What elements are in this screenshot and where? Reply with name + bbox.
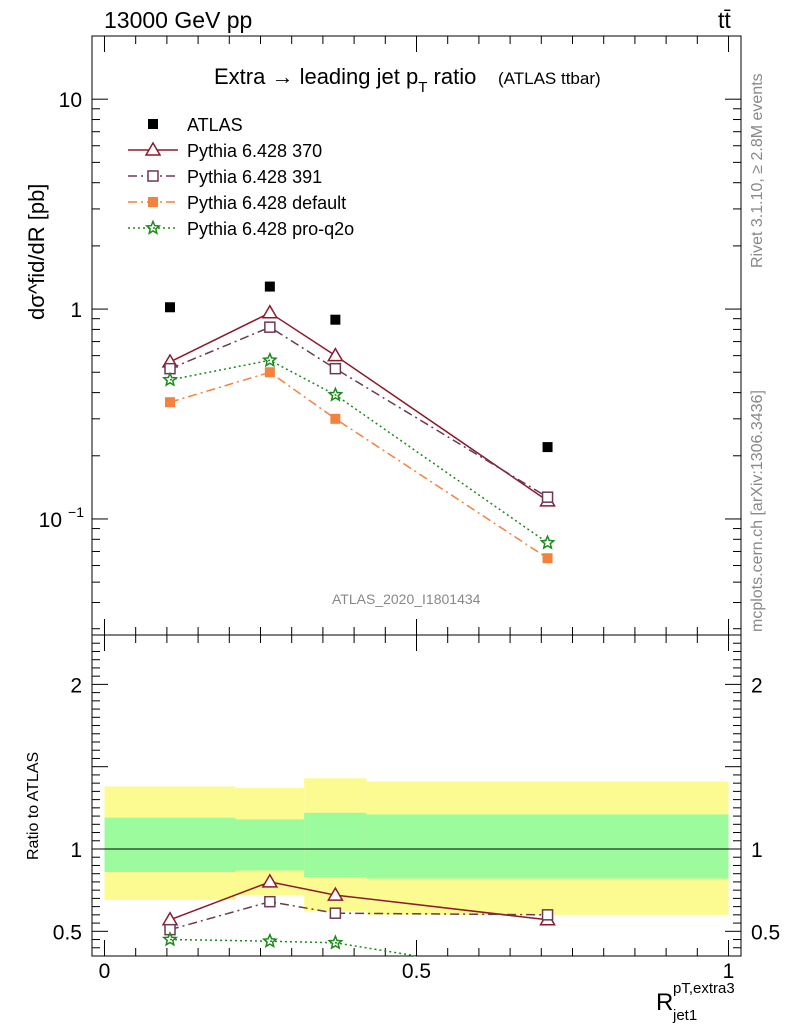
uncertainty-band-green xyxy=(304,812,367,877)
ratio-point-pythia-6-428-391 xyxy=(329,907,342,919)
series-line-pythia-6-428-pro-q2o xyxy=(169,359,548,544)
uncertainty-band-green xyxy=(104,817,236,873)
data-point-pythia-6-428-pro-q2o xyxy=(161,371,179,387)
series-line-pythia-6-428-default xyxy=(169,371,548,559)
svg-text:pT,extra3: pT,extra3 xyxy=(673,980,735,997)
x-axis-label: R jet1 pT,extra3 xyxy=(656,980,735,1024)
data-point-pythia-6-428-pro-q2o xyxy=(261,351,278,368)
data-point-atlas xyxy=(330,314,341,325)
x-tick-label: 0 xyxy=(99,960,111,983)
ratio-y-tick-label: 0.5 xyxy=(751,921,780,944)
legend-label-atlas: ATLAS xyxy=(187,115,243,135)
legend-marker-pythia-6-428-pro-q2o xyxy=(144,219,162,235)
series-line-pythia-6-428-391 xyxy=(169,326,548,498)
legend-marker-pythia-6-428-370 xyxy=(144,141,162,156)
analysis-label: ATLAS_2020_I1801434 xyxy=(332,591,481,607)
data-point-pythia-6-428-370 xyxy=(261,304,279,319)
header-right-label: tt̄ xyxy=(718,7,731,33)
data-point-pythia-6-428-default xyxy=(542,553,553,564)
ratio-line-pythia-6-428-pro-q2o xyxy=(169,938,417,957)
data-point-atlas xyxy=(542,442,553,453)
series-line-pythia-6-428-370 xyxy=(169,311,548,502)
data-point-pythia-6-428-391 xyxy=(329,362,342,375)
data-point-pythia-6-428-default xyxy=(165,397,176,408)
legend-label-pythia-6-428-391: Pythia 6.428 391 xyxy=(187,167,322,187)
main-y-tick-exponent: −1 xyxy=(68,504,84,520)
svg-text:jet1: jet1 xyxy=(672,1007,697,1024)
ratio-point-pythia-6-428-pro-q2o xyxy=(261,932,278,948)
legend-marker-atlas xyxy=(148,119,158,129)
ratio-y-tick-label: 1 xyxy=(70,839,82,862)
ratio-y-axis-label: Ratio to ATLAS xyxy=(25,752,42,860)
data-point-pythia-6-428-default xyxy=(330,413,341,424)
main-y-tick-label: 10 xyxy=(59,89,82,112)
legend-label-pythia-6-428-370: Pythia 6.428 370 xyxy=(187,141,322,161)
data-point-pythia-6-428-391 xyxy=(541,491,554,503)
x-tick-label: 0.5 xyxy=(402,960,431,983)
ratio-point-pythia-6-428-370 xyxy=(327,886,344,901)
uncertainty-band-green xyxy=(366,814,729,879)
svg-text:(ATLAS ttbar): (ATLAS ttbar) xyxy=(498,69,601,88)
svg-text:Extra → leading jet pT ratio: Extra → leading jet pT ratio xyxy=(214,64,476,96)
ratio-point-pythia-6-428-391 xyxy=(264,895,276,908)
legend-marker-pythia-6-428-391 xyxy=(147,170,159,182)
data-point-pythia-6-428-pro-q2o xyxy=(327,386,344,402)
data-point-pythia-6-428-default xyxy=(264,367,275,378)
ratio-y-tick-label: 0.5 xyxy=(53,921,82,944)
main-y-tick-label: 10 xyxy=(39,509,62,532)
data-point-pythia-6-428-391 xyxy=(264,321,276,333)
main-y-tick-label: 1 xyxy=(70,299,82,322)
svg-text:dσ^fid/dR [pb]: dσ^fid/dR [pb] xyxy=(24,184,49,320)
ratio-point-pythia-6-428-pro-q2o xyxy=(327,934,344,950)
legend-marker-pythia-6-428-default xyxy=(148,197,158,207)
chart-title: Extra → leading jet pT ratio (ATLAS ttba… xyxy=(214,64,601,96)
main-y-axis-label: dσ^fid/dR [pb] xyxy=(24,184,49,320)
ratio-point-pythia-6-428-370 xyxy=(261,873,279,888)
data-point-pythia-6-428-370 xyxy=(327,347,344,362)
legend-label-pythia-6-428-pro-q2o: Pythia 6.428 pro-q2o xyxy=(187,219,354,239)
data-point-atlas xyxy=(264,281,275,292)
svg-text:R: R xyxy=(656,989,673,1016)
header-left-label: 13000 GeV pp xyxy=(104,7,252,33)
ratio-line-pythia-6-428-391 xyxy=(169,900,548,931)
rivet-label: Rivet 3.1.10, ≥ 2.8M events xyxy=(749,73,766,268)
ratio-point-pythia-6-428-370 xyxy=(161,911,179,926)
uncertainty-band-green xyxy=(235,819,305,871)
ratio-point-pythia-6-428-pro-q2o xyxy=(161,931,179,947)
ratio-y-tick-label: 2 xyxy=(751,674,763,697)
ratio-line-pythia-6-428-370 xyxy=(169,881,548,921)
ratio-point-pythia-6-428-391 xyxy=(541,909,554,921)
mcplots-label: mcplots.cern.ch [arXiv:1306.3436] xyxy=(749,390,766,632)
x-tick-label: 1 xyxy=(723,960,735,983)
ratio-y-tick-label: 1 xyxy=(751,839,763,862)
ratio-y-tick-label: 2 xyxy=(70,674,82,697)
data-point-pythia-6-428-pro-q2o xyxy=(539,534,556,550)
legend-label-pythia-6-428-default: Pythia 6.428 default xyxy=(187,193,346,213)
data-point-atlas xyxy=(165,302,176,313)
